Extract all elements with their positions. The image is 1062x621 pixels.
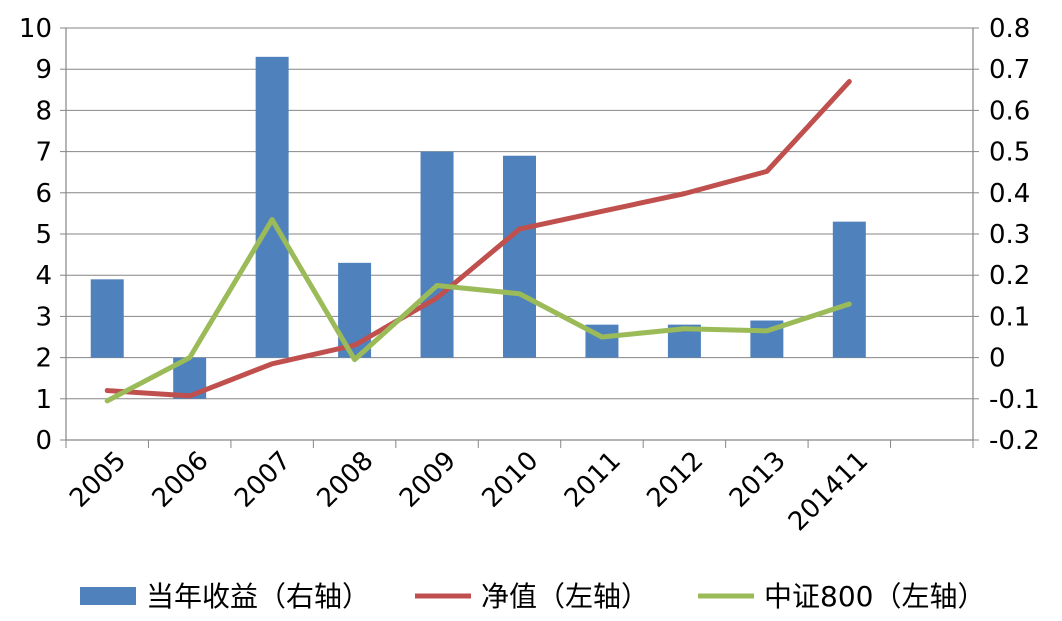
bar [420, 151, 454, 358]
bar [255, 56, 289, 358]
y-right-tick-label: 0.7 [989, 55, 1030, 85]
legend: 当年收益（右轴） 净值（左轴） 中证800（左轴） [80, 580, 985, 613]
y-left-tick-label: 4 [35, 261, 52, 291]
y-right-tick-label: -0.1 [989, 385, 1040, 415]
bar [503, 155, 536, 358]
x-tick-label: 2009 [394, 446, 462, 514]
x-tick-labels: 2005 2006 2007 2008 2009 2010 2011 2012 20132014… [64, 446, 874, 537]
y-right-tick-label: 0.1 [989, 302, 1030, 332]
y-right-tick-label: 0.5 [989, 138, 1030, 168]
y-right-tick-label: 0.4 [989, 179, 1030, 209]
x-tick-label: 2007 [229, 446, 297, 514]
bar [90, 279, 124, 358]
y-left-tick-label: 5 [35, 220, 52, 250]
y-right-tick-label: 0.3 [989, 220, 1030, 250]
y-left-tick-label: 1 [35, 385, 52, 415]
y-left-tick-label: 8 [35, 96, 52, 126]
x-tick-label: 2013 [724, 446, 792, 514]
y-left-tick-label: 0 [35, 426, 52, 456]
x-tick-label: 2010 [476, 446, 544, 514]
bar-series [90, 56, 866, 399]
x-tick-label: 2008 [312, 446, 380, 514]
legend-swatch [80, 587, 136, 605]
y-right-tick-labels: -0.2 -0.1 0 0.1 0.2 0.3 0.4 0.5 0.6 0.7 0.8 [989, 14, 1040, 456]
legend-label: 净值（左轴） [481, 580, 649, 613]
y-left-tick-label: 9 [35, 55, 52, 85]
y-right-tick-label: 0 [989, 344, 1006, 374]
series-line [104, 217, 852, 404]
y-right-tick-label: 0.2 [989, 261, 1030, 291]
y-left-tick-label: 7 [35, 138, 52, 168]
legend-label: 当年收益（右轴） [146, 580, 370, 613]
bar [832, 221, 866, 358]
y-left-tick-label: 3 [35, 302, 52, 332]
y-left-tick-label: 6 [35, 179, 52, 209]
line-series [104, 79, 852, 404]
y-right-tick-label: 0.8 [989, 14, 1030, 44]
y-left-tick-labels: 0 1 2 3 4 5 6 7 8 9 10 [19, 14, 52, 456]
y-left-tick-label: 10 [19, 14, 52, 44]
x-tick-label: 201411 [783, 446, 874, 537]
y-left-tick-label: 2 [35, 344, 52, 374]
legend-label: 中证800（左轴） [764, 580, 985, 613]
y-right-tick-label: 0.6 [989, 96, 1030, 126]
x-tick-label: 2011 [559, 446, 627, 514]
series-line [104, 79, 852, 399]
x-tick-label: 2006 [147, 446, 215, 514]
x-tick-label: 2005 [64, 446, 132, 514]
x-tick-label: 2012 [641, 446, 709, 514]
y-right-tick-label: -0.2 [989, 426, 1040, 456]
axes [60, 27, 979, 448]
